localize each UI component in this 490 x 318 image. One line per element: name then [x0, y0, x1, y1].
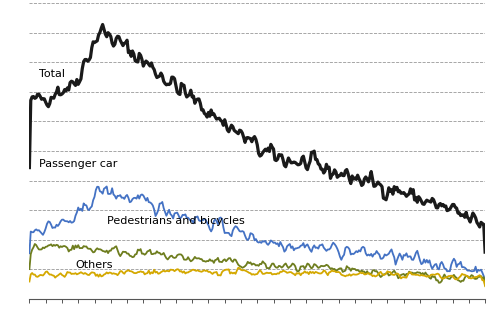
Text: Passenger car: Passenger car [39, 159, 117, 169]
Text: Others: Others [75, 260, 113, 270]
Text: Total: Total [39, 69, 65, 79]
Text: Pedestrians and bicycles: Pedestrians and bicycles [107, 216, 245, 225]
